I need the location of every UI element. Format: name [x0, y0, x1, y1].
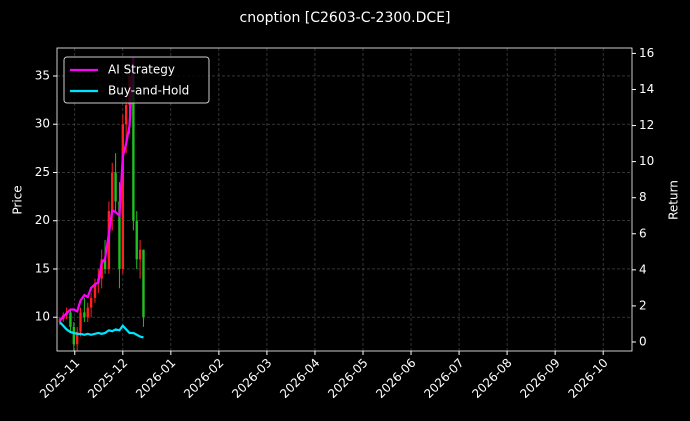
candle-body — [132, 75, 135, 221]
candle-body — [124, 104, 128, 125]
y2-tick-label: 4 — [639, 262, 647, 276]
plot-area — [58, 56, 145, 351]
legend-label: AI Strategy — [108, 63, 175, 77]
candle-body — [135, 220, 138, 260]
candle-body — [111, 172, 114, 212]
candle-body — [89, 297, 93, 308]
y2-tick-label: 8 — [639, 190, 647, 204]
y2-tick-label: 6 — [639, 226, 647, 240]
candle-body — [121, 124, 125, 269]
plot-frame — [56, 47, 633, 352]
candle-body — [58, 319, 62, 323]
y2-tick-label: 10 — [639, 154, 654, 168]
y-tick-label: 20 — [35, 213, 50, 227]
candle-body — [79, 312, 82, 332]
y-tick-label: 10 — [35, 310, 50, 324]
y2-axis-label: Return — [667, 180, 681, 220]
y2-tick-label: 2 — [639, 298, 647, 312]
candle-body — [93, 283, 97, 298]
y-tick-label: 25 — [35, 165, 50, 179]
candle-body — [114, 172, 117, 202]
candle-body — [72, 326, 76, 345]
y-tick-label: 35 — [35, 68, 50, 82]
candle-body — [142, 249, 145, 318]
candle-body — [138, 249, 142, 260]
y-axis-label: Price — [11, 185, 25, 214]
y-tick-label: 30 — [35, 117, 50, 131]
candle-body — [118, 201, 121, 269]
chart-title: cnoption [C2603-C-2300.DCE] — [240, 10, 451, 26]
y-tick-label: 15 — [35, 261, 50, 275]
y2-tick-label: 14 — [639, 82, 654, 96]
candle-body — [69, 312, 72, 327]
legend-label: Buy-and-Hold — [108, 84, 189, 98]
y2-tick-label: 0 — [639, 334, 647, 348]
line-series — [59, 321, 144, 339]
legend-box — [63, 56, 210, 104]
y2-tick-label: 16 — [639, 46, 654, 60]
line-series — [59, 56, 135, 322]
candle-body — [75, 331, 79, 345]
y2-tick-label: 12 — [639, 118, 654, 132]
candle-body — [86, 307, 89, 318]
candle-body — [103, 259, 107, 269]
candle-body — [83, 312, 86, 318]
